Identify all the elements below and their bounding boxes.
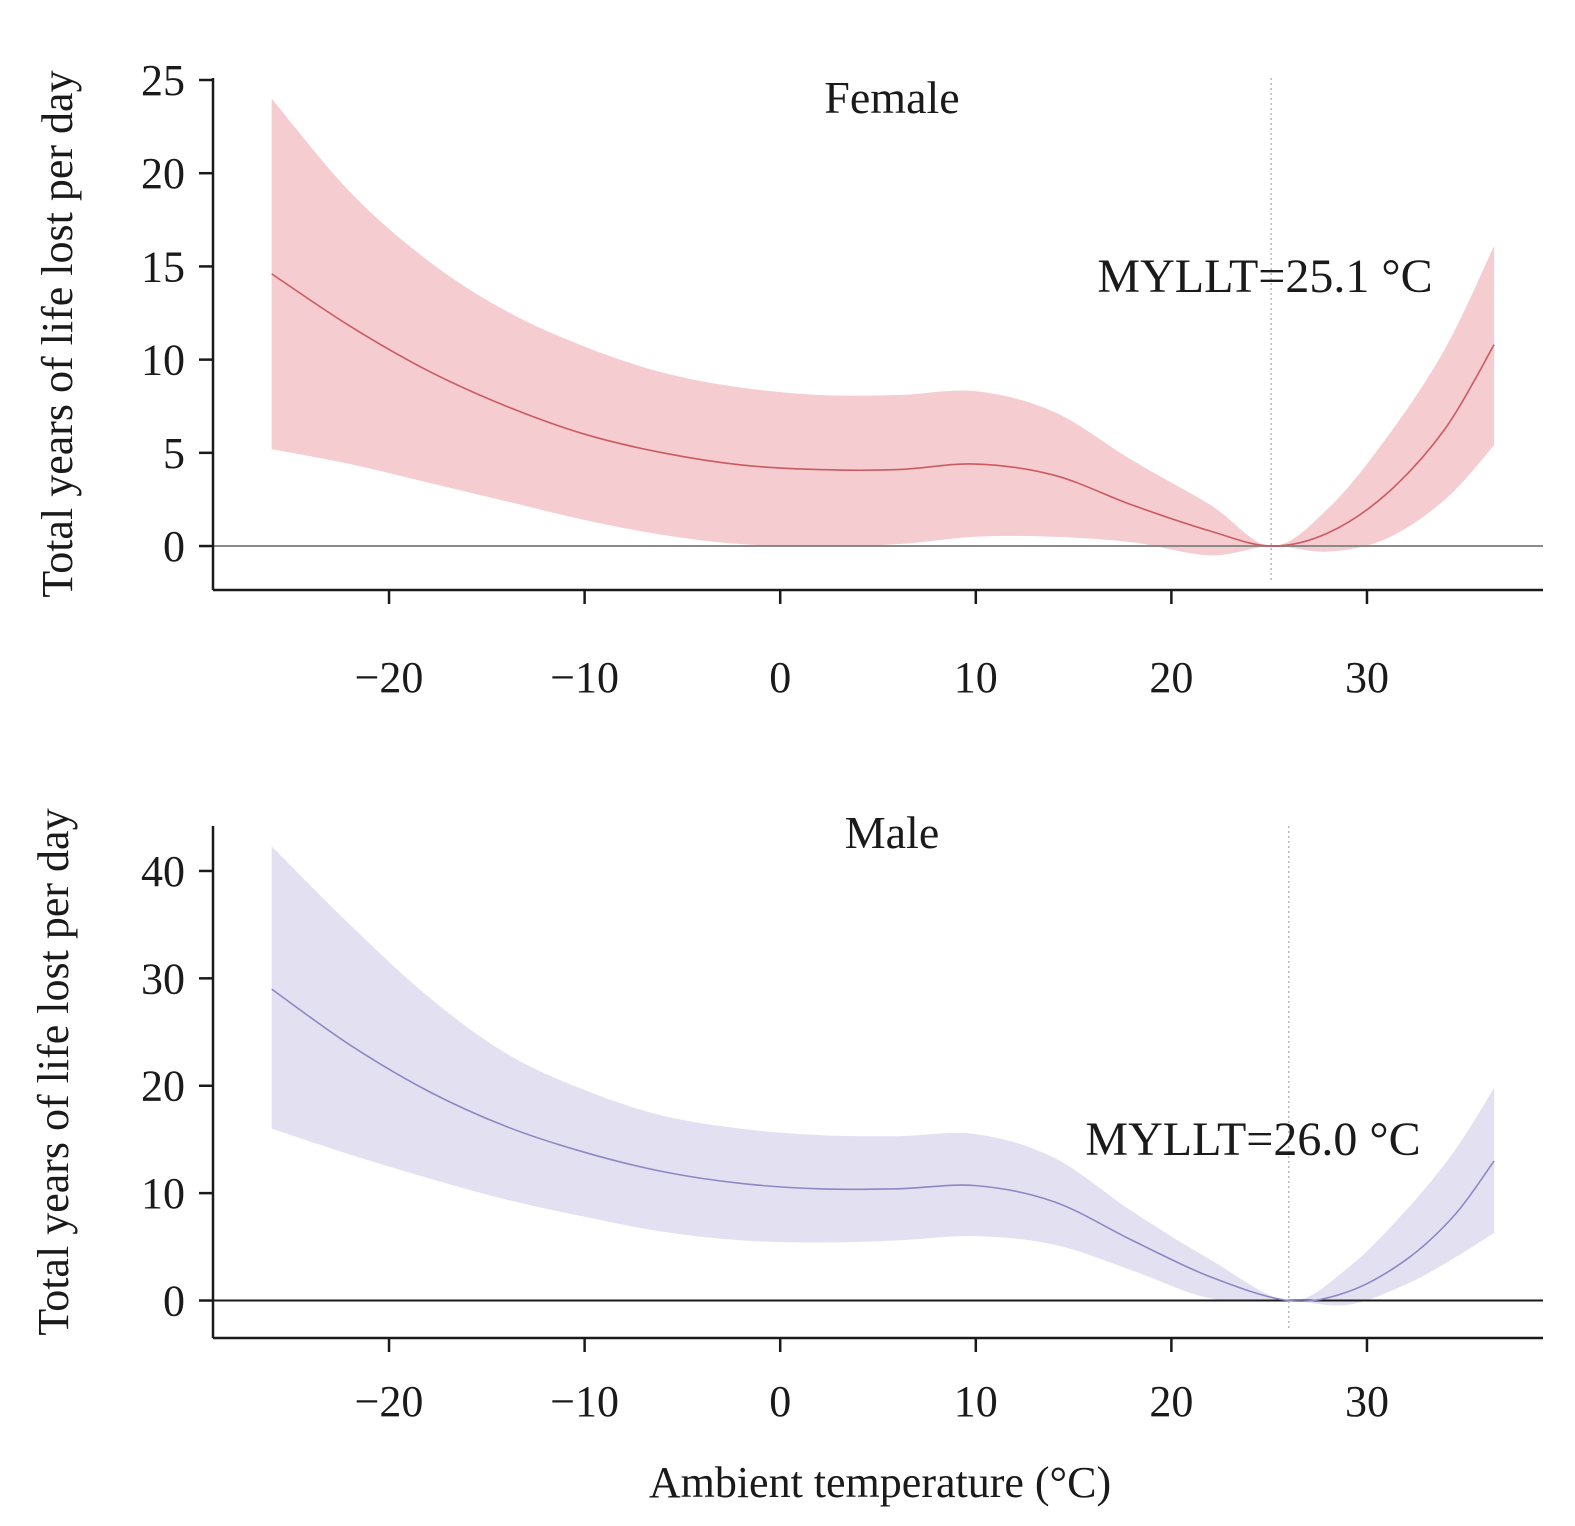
male-y-tick-label: 40 bbox=[141, 847, 185, 896]
male-x-tick-label: 0 bbox=[769, 1377, 791, 1426]
female-estimate-line bbox=[271, 273, 1495, 547]
male-panel-title: Male bbox=[845, 807, 940, 858]
male-x-tick-label: 20 bbox=[1149, 1377, 1193, 1426]
male-x-tick-label: −20 bbox=[355, 1377, 424, 1426]
female-y-tick-label: 25 bbox=[141, 56, 185, 105]
male-confidence-band bbox=[271, 846, 1495, 1306]
female-x-tick-label: 10 bbox=[954, 653, 998, 702]
female-x-tick-label: 0 bbox=[769, 653, 791, 702]
male-y-tick-label: 20 bbox=[141, 1062, 185, 1111]
female-x-tick-label: −10 bbox=[550, 653, 619, 702]
male-x-tick-label: −10 bbox=[550, 1377, 619, 1426]
female-y-tick-label: 15 bbox=[141, 242, 185, 291]
female-panel-title: Female bbox=[824, 72, 959, 123]
x-axis-title: Ambient temperature (°C) bbox=[649, 1458, 1111, 1507]
male-panel: 0 10 20 30 40 −20 −10 0 10 20 30 Total years of lif… bbox=[29, 807, 1543, 1426]
female-x-tick-label: −20 bbox=[355, 653, 424, 702]
male-y-axis-title: Total years of life lost per day bbox=[29, 808, 78, 1335]
female-y-tick-label: 20 bbox=[141, 149, 185, 198]
male-x-tick-label: 30 bbox=[1345, 1377, 1389, 1426]
female-y-tick-label: 10 bbox=[141, 336, 185, 385]
female-panel: 0 5 10 15 20 25 −20 −10 0 10 20 30 Total years of li… bbox=[33, 56, 1543, 702]
female-y-tick-label: 5 bbox=[163, 429, 185, 478]
female-y-tick-label: 0 bbox=[163, 522, 185, 571]
female-y-axis-title: Total years of life lost per day bbox=[33, 70, 82, 597]
female-x-tick-label: 20 bbox=[1149, 653, 1193, 702]
male-x-tick-label: 10 bbox=[954, 1377, 998, 1426]
female-x-tick-label: 30 bbox=[1345, 653, 1389, 702]
male-y-tick-label: 0 bbox=[163, 1277, 185, 1326]
male-myllt-annotation: MYLLT=26.0 °C bbox=[1085, 1113, 1420, 1166]
male-estimate-line bbox=[271, 988, 1495, 1302]
female-confidence-band bbox=[271, 98, 1495, 556]
male-y-tick-label: 10 bbox=[141, 1169, 185, 1218]
female-myllt-annotation: MYLLT=25.1 °C bbox=[1097, 250, 1432, 303]
male-y-tick-label: 30 bbox=[141, 954, 185, 1003]
